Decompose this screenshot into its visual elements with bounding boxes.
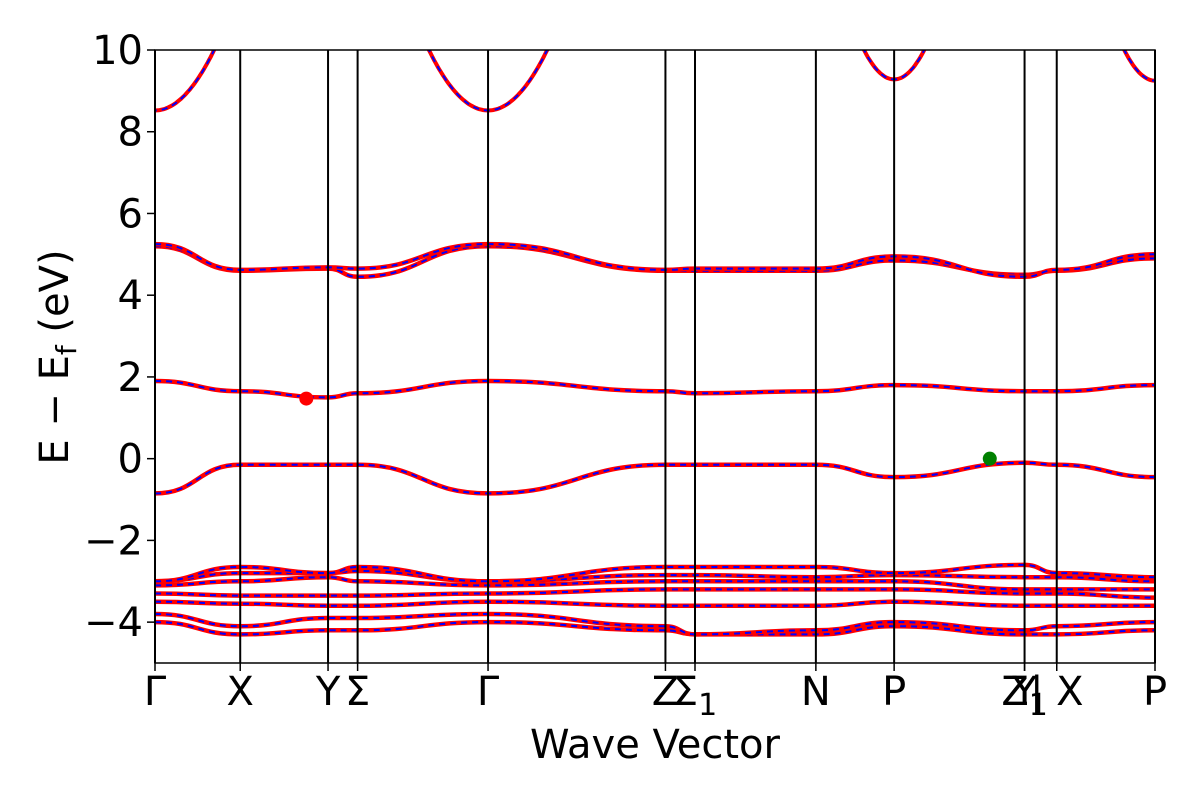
y-tick-label: 0	[118, 437, 143, 483]
x-tick-label: Y	[1011, 669, 1037, 715]
y-tick-label: −2	[84, 518, 143, 564]
x-tick-label: Y	[315, 669, 341, 715]
x-tick-label: | X	[1030, 669, 1084, 715]
red-marker	[299, 391, 314, 406]
x-tick-label: Γ	[144, 669, 167, 715]
x-tick-label: Σ1	[673, 669, 717, 723]
y-axis-ticks: −4 −2 0 2 4 6 8 10	[84, 28, 155, 646]
x-tick-label: Γ	[477, 669, 500, 715]
band-7-red	[155, 460, 1155, 496]
y-tick-label: 4	[118, 273, 143, 319]
x-tick-label: N	[801, 669, 831, 715]
y-axis-label: E − Ef (eV)	[32, 249, 83, 464]
plot-frame	[154, 49, 1156, 664]
y-tick-label: 2	[118, 355, 143, 401]
y-tick-label: 10	[92, 28, 143, 74]
x-tick-label: Z	[652, 669, 679, 715]
green-marker	[982, 451, 997, 466]
band-10-red	[155, 241, 1155, 280]
x-tick-label: P	[1143, 669, 1167, 715]
x-tick-label: Σ	[345, 669, 370, 715]
y-tick-label: −4	[84, 600, 143, 646]
x-tick-label: Z1	[1001, 669, 1048, 723]
upper-band-red	[1122, 50, 1155, 83]
x-axis-label: Wave Vector	[530, 722, 781, 768]
x-tick-label: P	[882, 669, 906, 715]
y-axis-label-main: E − E	[32, 355, 78, 465]
y-tick-label: 8	[118, 110, 143, 156]
x-tick-label: X	[227, 669, 254, 715]
upper-band-blue	[1123, 50, 1155, 82]
plot-area	[154, 49, 1156, 664]
bands	[155, 241, 1155, 637]
y-axis-label-unit: (eV)	[32, 249, 78, 345]
y-tick-label: 6	[118, 191, 143, 237]
upper-bands	[155, 50, 1155, 113]
band-7-blue	[155, 461, 1155, 495]
band-9-red	[155, 243, 1155, 280]
y-axis-label-sub: f	[50, 344, 83, 355]
